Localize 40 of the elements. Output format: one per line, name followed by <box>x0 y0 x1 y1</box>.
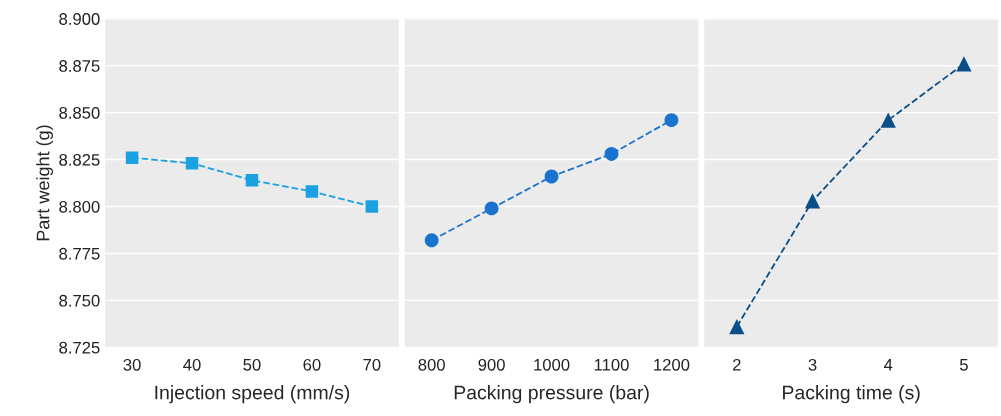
y-axis-title: Part weight (g) <box>36 125 53 241</box>
x-axis-title: Injection speed (mm/s) <box>155 385 350 404</box>
y-tick-label: 8.725 <box>59 341 100 354</box>
y-tick-label: 8.775 <box>59 247 100 260</box>
x-tick-label: 2 <box>733 358 741 371</box>
x-tick-label: 1000 <box>534 358 570 371</box>
x-tick-label: 4 <box>883 359 893 371</box>
x-tick-label: 50 <box>243 358 261 371</box>
point <box>604 146 619 161</box>
point <box>729 319 745 335</box>
point <box>664 113 679 128</box>
x-tick-label: 30 <box>123 358 141 371</box>
point <box>424 233 439 248</box>
y-tick-label: 8.750 <box>59 294 100 307</box>
y-tick-label: 8.850 <box>59 107 100 119</box>
point <box>544 169 559 184</box>
x-axis-title: Packing time (s) <box>783 385 920 404</box>
x-axis-title: Packing pressure (bar) <box>454 385 649 404</box>
y-tick-label: 8.900 <box>59 13 100 25</box>
point <box>365 200 379 213</box>
y-tick-label: 8.875 <box>59 60 100 72</box>
y-tick-label: 8.825 <box>59 153 100 166</box>
point <box>125 151 139 164</box>
x-tick-label: 60 <box>303 358 321 371</box>
point <box>305 185 319 198</box>
x-tick-label: 70 <box>363 358 381 371</box>
point <box>484 201 499 216</box>
x-tick-label: 5 <box>959 359 968 371</box>
point <box>804 193 821 209</box>
x-tick-label: 40 <box>183 358 201 371</box>
point <box>956 56 972 72</box>
x-tick-label: 1200 <box>654 358 690 371</box>
x-tick-label: 800 <box>418 358 445 371</box>
point <box>880 112 896 128</box>
x-tick-label: 1100 <box>594 358 629 371</box>
y-tick-label: 8.800 <box>59 200 100 213</box>
x-tick-label: 3 <box>808 358 817 371</box>
point <box>185 157 199 170</box>
point <box>245 173 259 187</box>
x-tick-label: 900 <box>478 358 505 371</box>
